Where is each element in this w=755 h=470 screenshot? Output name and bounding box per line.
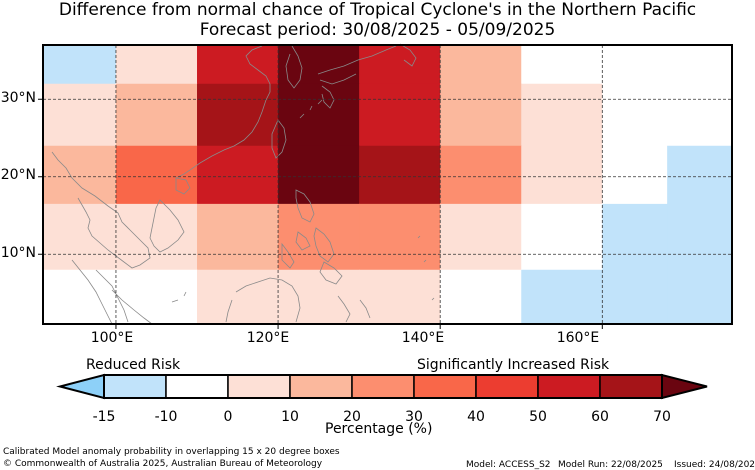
- x-tick-marks: [115, 324, 603, 329]
- grid-cell: [440, 83, 522, 147]
- grid-cell: [359, 45, 441, 85]
- grid-cell: [440, 203, 522, 271]
- grid-cell: [278, 45, 360, 85]
- grid-cell: [278, 83, 360, 147]
- grid-cell: [359, 269, 441, 325]
- grid-cell: [359, 145, 441, 205]
- grid-cell: [667, 83, 733, 147]
- x-tick-label-120: 120°E: [246, 330, 290, 346]
- colorbar-bin: [227, 374, 291, 399]
- grid-cell: [667, 269, 733, 325]
- colorbar-bin: [103, 374, 167, 399]
- colorbar-tick-label: 40: [467, 409, 485, 425]
- y-tick-label-10: 10°N: [0, 245, 36, 261]
- grid-cell: [521, 203, 603, 271]
- grid-cell: [43, 203, 117, 271]
- colorbar-tick-label: 60: [591, 409, 609, 425]
- grid-cell: [521, 145, 603, 205]
- grid-cell: [359, 203, 441, 271]
- footer-model: Model: ACCESS_S2: [466, 460, 551, 470]
- grid-cell: [115, 45, 198, 85]
- grid-cell: [602, 83, 668, 147]
- grid-cell: [115, 145, 198, 205]
- increased-risk-label: Significantly Increased Risk: [417, 357, 610, 373]
- colorbar-tick-label: 10: [281, 409, 299, 425]
- grid-cell: [197, 145, 279, 205]
- grid-cell: [521, 269, 603, 325]
- colorbar-tick-label: 70: [653, 409, 671, 425]
- grid-cell: [667, 45, 733, 85]
- colorbar-tick-label: 0: [223, 409, 233, 425]
- grid-cell: [197, 269, 279, 325]
- grid-cell: [43, 269, 117, 325]
- grid-cell: [440, 145, 522, 205]
- colorbar-bin: [599, 374, 663, 399]
- anomaly-grid: [43, 45, 733, 325]
- colorbar-tick-label: 20: [343, 409, 361, 425]
- colorbar-tick-label: -15: [92, 409, 116, 425]
- grid-cell: [43, 45, 117, 85]
- colorbar-over-arrow: [661, 373, 708, 400]
- x-tick-label-160: 160°E: [556, 330, 600, 346]
- coastlines: [51, 43, 435, 325]
- colorbar-bin: [165, 374, 229, 399]
- map-title-line1: Difference from normal chance of Tropica…: [58, 0, 697, 20]
- colorbar: [56, 373, 708, 400]
- colorbar-frame: [103, 374, 663, 399]
- y-tick-label-20: 20°N: [0, 167, 36, 183]
- grid-cell: [521, 45, 603, 85]
- reduced-risk-label: Reduced Risk: [86, 357, 181, 373]
- grid-cell: [197, 45, 279, 85]
- grid-cell: [521, 83, 603, 147]
- grid-cell: [115, 83, 198, 147]
- footer-model-run: Model Run: 22/08/2025: [558, 460, 663, 470]
- x-tick-label-140: 140°E: [401, 330, 445, 346]
- grid-cell: [602, 203, 668, 271]
- grid-cell: [115, 269, 198, 325]
- colorbar-tick-label: 50: [529, 409, 547, 425]
- colorbar-xlabel: Percentage (%): [325, 421, 433, 437]
- grid-cell: [667, 145, 733, 205]
- grid-cell: [43, 145, 117, 205]
- colorbar-bin: [289, 374, 353, 399]
- grid-cell: [667, 203, 733, 271]
- grid-cell: [43, 83, 117, 147]
- colorbar-bin: [351, 374, 415, 399]
- lat-lon-gridlines: [43, 45, 732, 324]
- grid-cell: [359, 83, 441, 147]
- y-tick-marks: [38, 98, 43, 255]
- footer-description: Calibrated Model anomaly probability in …: [3, 447, 340, 457]
- colorbar-tick-label: 30: [405, 409, 423, 425]
- grid-cell: [440, 269, 522, 325]
- grid-cell: [115, 203, 198, 271]
- grid-cell: [197, 83, 279, 147]
- map-frame: [42, 44, 733, 325]
- colorbar-bin: [537, 374, 601, 399]
- grid-cell: [440, 45, 522, 85]
- colorbar-tick-label: -10: [154, 409, 178, 425]
- y-tick-label-30: 30°N: [0, 90, 36, 106]
- map-title-line2: Forecast period: 30/08/2025 - 05/09/2025: [199, 20, 556, 40]
- colorbar-under-arrow: [56, 373, 105, 400]
- grid-cell: [278, 269, 360, 325]
- footer-copyright: © Commonwealth of Australia 2025, Austra…: [3, 459, 323, 469]
- grid-cell: [602, 269, 668, 325]
- footer-issued: Issued: 24/08/2025: [674, 460, 755, 470]
- grid-cell: [602, 145, 668, 205]
- colorbar-bin: [413, 374, 477, 399]
- grid-cell: [197, 203, 279, 271]
- colorbar-bin: [475, 374, 539, 399]
- grid-cell: [278, 203, 360, 271]
- grid-cell: [602, 45, 668, 85]
- grid-cell: [278, 145, 360, 205]
- x-tick-label-100: 100°E: [90, 330, 134, 346]
